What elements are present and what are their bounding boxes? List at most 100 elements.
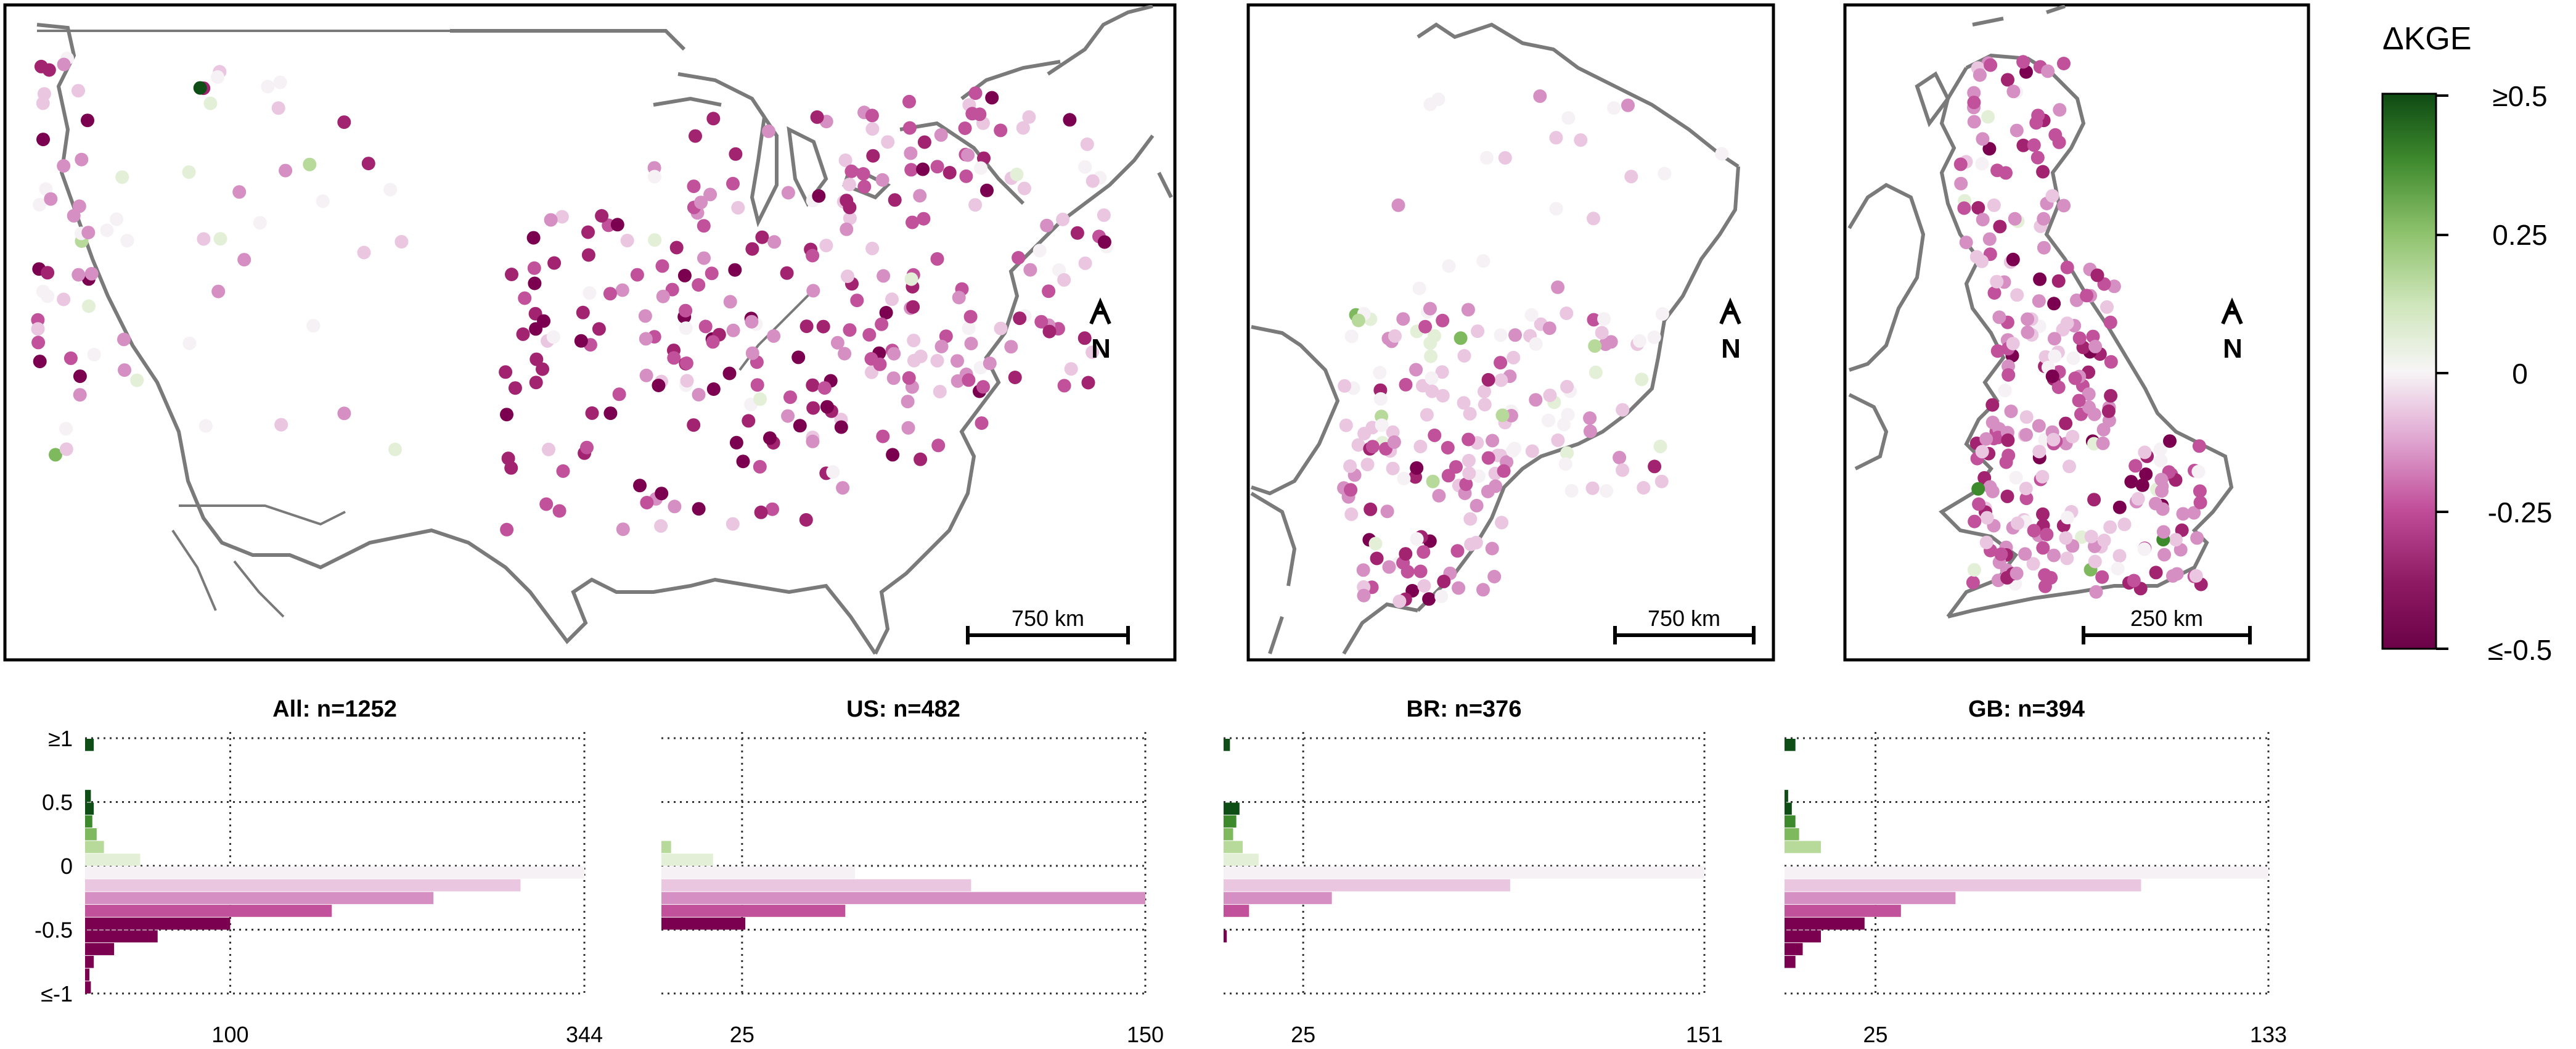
station-dot — [1561, 408, 1575, 422]
station-dot — [930, 353, 944, 368]
station-dot — [885, 292, 899, 306]
station-dot — [1967, 96, 1981, 110]
station-dot — [1056, 212, 1070, 226]
station-dot — [31, 322, 45, 336]
station-dot — [2066, 351, 2080, 365]
station-dot — [2100, 300, 2114, 314]
station-dot — [2193, 484, 2207, 498]
station-dot — [1985, 398, 2000, 412]
station-dot — [907, 353, 921, 368]
station-dot — [2027, 524, 2041, 538]
station-dot — [1972, 497, 1986, 511]
station-dot — [983, 356, 997, 371]
station-dot — [2068, 371, 2082, 385]
station-dot — [762, 124, 775, 138]
station-dot — [679, 356, 693, 370]
station-dot — [834, 420, 848, 434]
station-dot — [1449, 460, 1463, 474]
station-dot — [1574, 133, 1588, 147]
station-dot — [528, 276, 542, 290]
station-dot — [2060, 551, 2074, 566]
station-dot — [767, 235, 782, 249]
histogram-bar — [661, 854, 713, 866]
station-dot — [1344, 329, 1359, 343]
station-dot — [1077, 331, 1092, 345]
station-dot — [253, 216, 267, 230]
station-dot — [1613, 451, 1627, 464]
station-dot — [873, 357, 887, 371]
station-dot — [1396, 312, 1410, 326]
station-dot — [826, 465, 840, 479]
scale-label-us: 750 km — [1012, 606, 1084, 631]
histogram-bar — [661, 892, 1145, 905]
station-dot — [703, 187, 718, 202]
station-dot — [2030, 150, 2045, 165]
histogram-1: All: n=1252 100 344 ≥1 0.5 0 -0.5 ≤-1 — [35, 696, 603, 1047]
station-dot — [692, 278, 706, 292]
station-dot — [555, 210, 569, 224]
station-dot — [1525, 444, 1539, 458]
station-dot — [581, 225, 595, 239]
station-dot — [2019, 482, 2033, 496]
station-dot — [1558, 457, 1572, 471]
station-dot — [41, 266, 55, 280]
histogram-bar — [1224, 866, 1704, 879]
histogram-bar — [85, 854, 141, 866]
station-dot — [1648, 459, 1662, 474]
station-dot — [1498, 151, 1512, 165]
station-dot — [361, 157, 375, 171]
station-dot — [1064, 362, 1078, 376]
station-dot — [1425, 384, 1439, 398]
scale-bar-br: 750 km — [1613, 606, 1756, 644]
histogram-bar — [1224, 892, 1332, 905]
station-dot — [2103, 520, 2117, 534]
station-dot — [72, 84, 85, 98]
station-dot — [902, 94, 916, 109]
colorbar-tick-label: -0.25 — [2488, 496, 2553, 529]
histogram-bar — [85, 879, 521, 892]
station-dot — [726, 323, 740, 337]
histogram-bar — [85, 802, 94, 815]
station-dot — [942, 166, 957, 179]
station-dot — [838, 153, 853, 167]
station-dot — [1543, 389, 1557, 403]
station-dot — [306, 319, 321, 333]
station-dot — [2046, 432, 2061, 446]
station-dot — [530, 352, 544, 366]
station-dot — [647, 170, 661, 184]
station-dot — [1587, 313, 1601, 327]
station-dot — [120, 234, 134, 248]
station-dot — [2063, 459, 2076, 474]
station-dot — [838, 347, 852, 361]
station-dot — [934, 339, 949, 353]
station-dot — [2027, 138, 2041, 152]
station-dot — [1497, 464, 1511, 478]
station-dot — [875, 173, 889, 187]
station-dot — [1078, 256, 1092, 270]
station-dot — [745, 315, 759, 329]
station-dot — [1564, 483, 1579, 498]
station-dot — [2051, 274, 2066, 288]
station-dot — [780, 266, 794, 280]
station-dot — [1097, 208, 1111, 222]
station-dot — [1364, 502, 1378, 516]
station-dot — [1086, 174, 1100, 188]
station-dot — [791, 350, 806, 364]
station-dot — [1042, 284, 1056, 298]
station-dot — [1971, 201, 1985, 215]
station-dot — [1387, 435, 1401, 449]
histogram-bar — [85, 892, 434, 905]
station-dot — [1368, 537, 1383, 551]
histogram-4: GB: n=394 25 133 — [1785, 696, 2287, 1047]
station-dot — [1462, 432, 1476, 446]
station-dot — [2117, 517, 2132, 532]
station-dot — [886, 448, 900, 462]
station-dot — [1494, 328, 1508, 342]
station-dot — [1542, 413, 1556, 427]
station-dot — [1529, 393, 1543, 407]
station-dot — [1375, 418, 1389, 432]
station-dot — [1412, 281, 1426, 295]
station-dot — [1459, 477, 1473, 492]
station-dot — [1023, 263, 1037, 277]
station-dot — [722, 366, 737, 381]
